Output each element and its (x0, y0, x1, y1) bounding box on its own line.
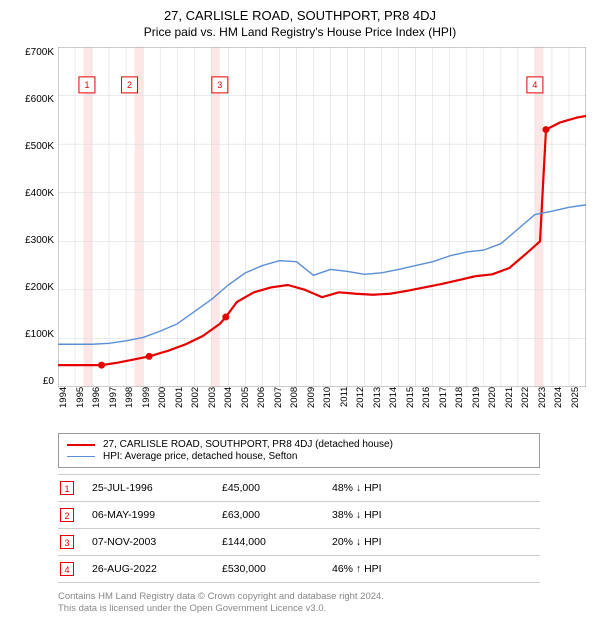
x-tick-label: 2011 (339, 387, 356, 427)
sale-date: 26-AUG-2022 (92, 563, 222, 575)
x-tick-label: 2012 (355, 387, 372, 427)
y-tick-label: £300K (10, 235, 54, 246)
y-axis-labels: £700K £600K £500K £400K £300K £200K £100K £0 (10, 47, 58, 387)
x-tick-label: 2022 (520, 387, 537, 427)
footer-line-1: Contains HM Land Registry data © Crown c… (58, 591, 540, 603)
x-tick-label: 2000 (157, 387, 174, 427)
x-tick-label: 2009 (306, 387, 323, 427)
y-tick-label: £200K (10, 282, 54, 293)
legend-label: HPI: Average price, detached house, Seft… (103, 451, 297, 462)
sale-row: 1 25-JUL-1996£45,00048% ↓ HPI (58, 475, 540, 502)
sale-diff: 46% ↑ HPI (332, 563, 442, 575)
sale-diff: 20% ↓ HPI (332, 536, 442, 548)
sale-row: 2 06-MAY-1999£63,00038% ↓ HPI (58, 502, 540, 529)
sale-date: 07-NOV-2003 (92, 536, 222, 548)
x-tick-label: 2017 (438, 387, 455, 427)
chart-title: 27, CARLISLE ROAD, SOUTHPORT, PR8 4DJ (10, 8, 590, 23)
x-tick-label: 2020 (487, 387, 504, 427)
y-tick-label: £400K (10, 188, 54, 199)
x-tick-label: 2025 (570, 387, 587, 427)
sale-row: 3 07-NOV-2003£144,00020% ↓ HPI (58, 529, 540, 556)
x-tick-label: 2016 (421, 387, 438, 427)
x-tick-label: 2021 (504, 387, 521, 427)
x-tick-label: 1998 (124, 387, 141, 427)
x-tick-label: 2005 (240, 387, 257, 427)
x-tick-label: 1994 (58, 387, 75, 427)
sale-price: £45,000 (222, 482, 332, 494)
sale-marker: 3 (60, 535, 74, 549)
chart-subtitle: Price paid vs. HM Land Registry's House … (10, 25, 590, 39)
x-tick-label: 2002 (190, 387, 207, 427)
y-tick-label: £0 (10, 376, 54, 387)
sale-price: £63,000 (222, 509, 332, 521)
x-tick-label: 1999 (141, 387, 158, 427)
sale-marker: 4 (60, 562, 74, 576)
y-tick-label: £100K (10, 329, 54, 340)
plot-svg: 1 2 3 4 (58, 47, 586, 387)
plot-area: 1 2 3 4 (58, 47, 586, 387)
sale-marker: 2 (60, 508, 74, 522)
svg-text:4: 4 (532, 80, 537, 90)
footer: Contains HM Land Registry data © Crown c… (58, 591, 540, 616)
x-tick-label: 1995 (75, 387, 92, 427)
x-tick-label: 2001 (174, 387, 191, 427)
sale-price: £144,000 (222, 536, 332, 548)
x-tick-label: 2007 (273, 387, 290, 427)
svg-text:2: 2 (127, 80, 132, 90)
x-tick-label: 2008 (289, 387, 306, 427)
sale-diff: 48% ↓ HPI (332, 482, 442, 494)
footer-line-2: This data is licensed under the Open Gov… (58, 603, 540, 615)
sale-marker: 1 (60, 481, 74, 495)
chart-area: £700K £600K £500K £400K £300K £200K £100K £0 1 2… (10, 47, 590, 427)
legend-swatch (67, 456, 95, 457)
legend-item: HPI: Average price, detached house, Seft… (67, 451, 531, 462)
x-tick-label: 2014 (388, 387, 405, 427)
x-tick-label: 2010 (322, 387, 339, 427)
sale-row: 4 26-AUG-2022£530,00046% ↑ HPI (58, 556, 540, 583)
x-tick-label: 2019 (471, 387, 488, 427)
x-tick-label: 2023 (537, 387, 554, 427)
y-tick-label: £700K (10, 47, 54, 58)
x-tick-label: 2018 (454, 387, 471, 427)
x-tick-label: 1997 (108, 387, 125, 427)
sale-date: 25-JUL-1996 (92, 482, 222, 494)
sale-diff: 38% ↓ HPI (332, 509, 442, 521)
x-tick-label: 2013 (372, 387, 389, 427)
svg-text:1: 1 (84, 80, 89, 90)
x-tick-label: 2024 (553, 387, 570, 427)
legend-item: 27, CARLISLE ROAD, SOUTHPORT, PR8 4DJ (d… (67, 439, 531, 450)
x-tick-label: 1996 (91, 387, 108, 427)
y-tick-label: £500K (10, 141, 54, 152)
x-tick-label: 2015 (405, 387, 422, 427)
legend: 27, CARLISLE ROAD, SOUTHPORT, PR8 4DJ (d… (58, 433, 540, 468)
legend-label: 27, CARLISLE ROAD, SOUTHPORT, PR8 4DJ (d… (103, 439, 393, 450)
sale-date: 06-MAY-1999 (92, 509, 222, 521)
x-tick-label: 2004 (223, 387, 240, 427)
sale-price: £530,000 (222, 563, 332, 575)
chart-container: 27, CARLISLE ROAD, SOUTHPORT, PR8 4DJ Pr… (0, 0, 600, 624)
sales-table: 1 25-JUL-1996£45,00048% ↓ HPI 2 06-MAY-1999… (58, 474, 540, 583)
x-tick-label: 2006 (256, 387, 273, 427)
svg-text:3: 3 (217, 80, 222, 90)
y-tick-label: £600K (10, 94, 54, 105)
x-tick-label: 2003 (207, 387, 224, 427)
x-axis-labels: 1994199519961997199819992000200120022003… (58, 387, 586, 427)
legend-swatch (67, 444, 95, 446)
